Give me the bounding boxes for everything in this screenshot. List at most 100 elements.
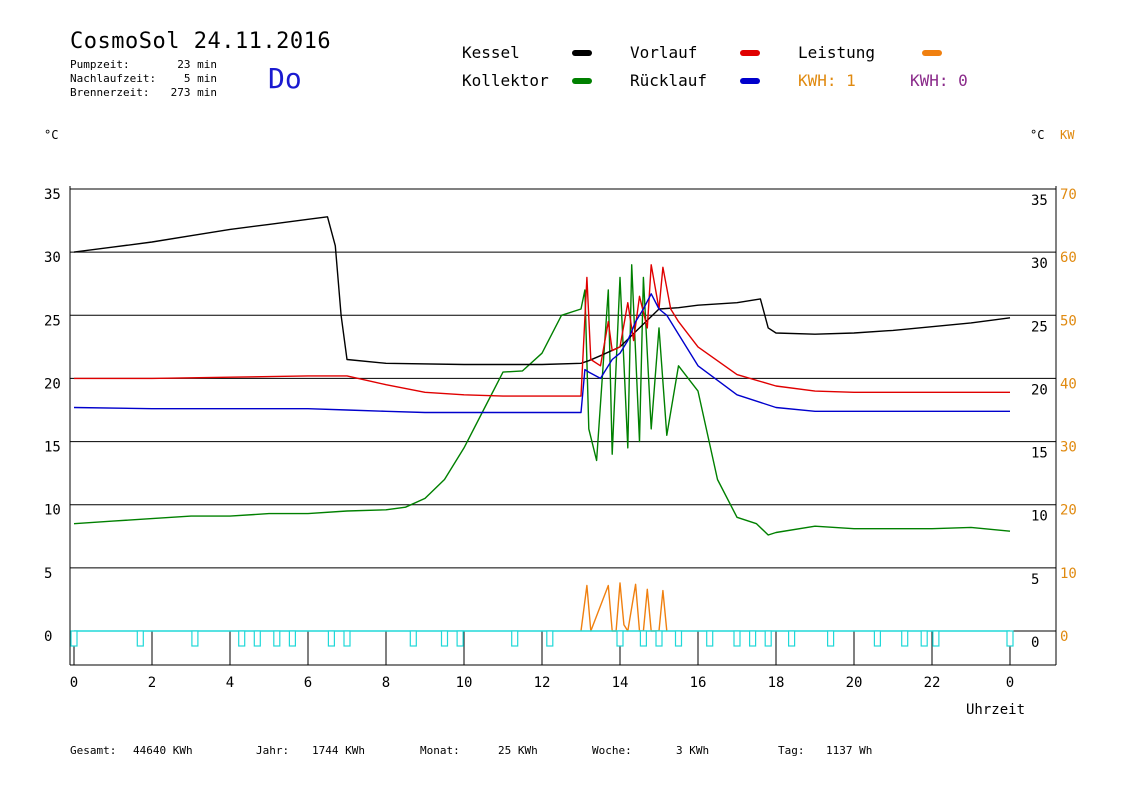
series-pumpe-point bbox=[787, 630, 796, 647]
x-tick-label: 16 bbox=[690, 675, 707, 691]
series-pumpe-point bbox=[616, 630, 624, 647]
x-tick-label: 6 bbox=[304, 675, 312, 691]
legend-leistung-label: Leistung bbox=[798, 43, 876, 62]
x-axis-label: Uhrzeit bbox=[966, 702, 1026, 718]
stat-nachlaufzeit-value: 5 min bbox=[183, 72, 217, 85]
legend-kessel-label: Kessel bbox=[462, 43, 520, 62]
series-pumpe-point bbox=[733, 630, 741, 647]
series-pumpe-point bbox=[655, 630, 663, 647]
grid-layer bbox=[69, 186, 1057, 666]
series-vorlauf bbox=[74, 264, 1010, 397]
series-leistung bbox=[580, 582, 668, 632]
y-tick-label-right: 25 bbox=[1031, 319, 1048, 335]
series-kollektor bbox=[73, 264, 1011, 536]
y-tick-label-left: 10 bbox=[44, 503, 61, 519]
x-tick-label: 0 bbox=[1006, 675, 1014, 691]
stat-nachlaufzeit-label: Nachlaufzeit: bbox=[70, 72, 157, 85]
y-tick-label-left: 35 bbox=[44, 187, 61, 203]
legend-ruecklauf-label: Rücklauf bbox=[630, 71, 708, 90]
right-axis-unit-temp: °C bbox=[1030, 128, 1045, 142]
series-pumpe-point bbox=[826, 630, 835, 647]
y-tick-label-left: 20 bbox=[44, 376, 61, 392]
footer-jahr-label: Jahr: bbox=[256, 744, 290, 757]
legend-leistung-swatch bbox=[922, 50, 942, 56]
stat-pumpzeit-value: 23 min bbox=[177, 58, 217, 71]
left-axis-unit: °C bbox=[44, 128, 59, 142]
right-axis-unit-kw: KW bbox=[1060, 128, 1075, 142]
y-tick-label-right: 15 bbox=[1031, 446, 1048, 462]
series-pumpe-point bbox=[273, 630, 281, 647]
series-pumpe-point bbox=[253, 630, 261, 647]
legend-ruecklauf-swatch bbox=[740, 78, 760, 84]
y-tick-label-kw: 50 bbox=[1060, 313, 1077, 329]
legend-kwh2-label: KWH: 0 bbox=[910, 71, 968, 90]
y-tick-label-kw: 30 bbox=[1060, 440, 1077, 456]
series-pumpe-point bbox=[70, 630, 78, 647]
y-tick-label-right: 5 bbox=[1031, 572, 1039, 588]
series-pumpe-point bbox=[327, 630, 335, 647]
x-tick-label: 18 bbox=[768, 675, 785, 691]
series-pumpe-point bbox=[191, 630, 199, 647]
y-tick-label-left: 0 bbox=[44, 629, 52, 645]
x-tick-label: 12 bbox=[534, 675, 551, 691]
y-tick-label-right: 30 bbox=[1031, 256, 1048, 272]
x-tick-label: 0 bbox=[70, 675, 78, 691]
y-tick-label-right: 20 bbox=[1031, 382, 1048, 398]
legend-kollektor-label: Kollektor bbox=[462, 71, 549, 90]
footer-monat-value: 25 KWh bbox=[498, 744, 538, 757]
footer-tag-value: 1137 Wh bbox=[826, 744, 873, 757]
footer-jahr-value: 1744 KWh bbox=[312, 744, 365, 757]
y-tick-label-kw: 70 bbox=[1060, 187, 1077, 203]
series-pumpe-point bbox=[901, 630, 909, 647]
series-pumpe-point bbox=[343, 630, 351, 647]
series-pumpe-point bbox=[639, 630, 648, 647]
series-pumpe-point bbox=[238, 630, 246, 647]
series-pumpe-point bbox=[873, 630, 882, 647]
stat-brennerzeit-value: 273 min bbox=[170, 86, 217, 99]
x-tick-label: 4 bbox=[226, 675, 234, 691]
chart-title: CosmoSol 24.11.2016 bbox=[70, 29, 332, 54]
series-ruecklauf bbox=[73, 293, 1010, 414]
y-tick-label-left: 25 bbox=[44, 313, 61, 329]
y-tick-label-kw: 40 bbox=[1060, 376, 1077, 392]
series-pumpe-point bbox=[932, 630, 940, 647]
series-pumpe-point bbox=[456, 630, 464, 647]
x-tick-label: 22 bbox=[924, 675, 941, 691]
y-tick-label-kw: 60 bbox=[1060, 250, 1077, 266]
weekday-label: Do bbox=[268, 62, 302, 95]
legend-kwh1-label: KWH: 1 bbox=[798, 71, 856, 90]
series-pumpe-point bbox=[409, 630, 417, 647]
x-tick-label: 10 bbox=[456, 675, 473, 691]
series-layer bbox=[70, 216, 1014, 647]
y-tick-label-kw: 0 bbox=[1060, 629, 1068, 645]
x-tick-label: 14 bbox=[612, 675, 629, 691]
stat-brennerzeit-label: Brennerzeit: bbox=[70, 86, 150, 99]
series-pumpe-point bbox=[440, 630, 449, 647]
y-tick-label-kw: 20 bbox=[1060, 503, 1077, 519]
series-pumpe-point bbox=[764, 630, 772, 647]
footer-tag-label: Tag: bbox=[778, 744, 805, 757]
series-pumpe-point bbox=[674, 630, 683, 647]
series-pumpe-point bbox=[748, 630, 757, 647]
stat-pumpzeit-label: Pumpzeit: bbox=[70, 58, 130, 71]
series-pumpe-point bbox=[706, 630, 714, 647]
x-tick-label: 2 bbox=[148, 675, 156, 691]
y-tick-label-left: 5 bbox=[44, 566, 52, 582]
series-pumpe-point bbox=[546, 630, 554, 647]
x-tick-label: 20 bbox=[846, 675, 863, 691]
footer-woche-label: Woche: bbox=[592, 744, 632, 757]
footer-gesamt-label: Gesamt: bbox=[70, 744, 117, 757]
series-pumpe-point bbox=[136, 630, 144, 647]
series-kessel bbox=[73, 216, 1011, 366]
y-tick-label-kw: 10 bbox=[1060, 566, 1077, 582]
legend-kollektor-swatch bbox=[572, 78, 592, 84]
footer-gesamt-value: 44640 KWh bbox=[133, 744, 193, 757]
legend-vorlauf-swatch bbox=[740, 50, 760, 56]
legend-vorlauf-label: Vorlauf bbox=[630, 43, 698, 62]
y-tick-label-left: 15 bbox=[44, 440, 61, 456]
x-tick-label: 8 bbox=[382, 675, 390, 691]
footer-monat-label: Monat: bbox=[420, 744, 460, 757]
footer-woche-value: 3 KWh bbox=[676, 744, 710, 757]
